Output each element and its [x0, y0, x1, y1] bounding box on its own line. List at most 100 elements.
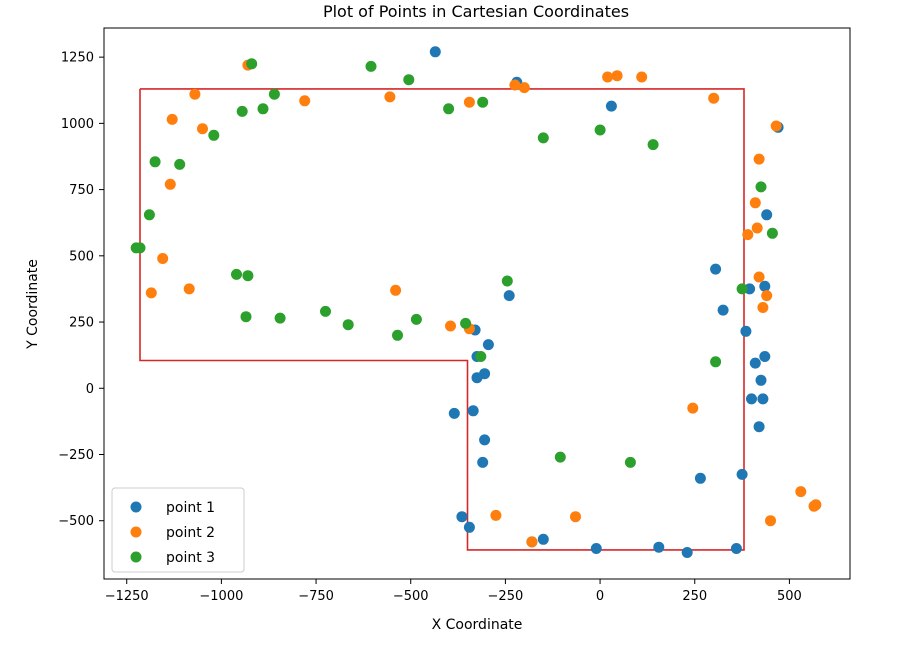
data-point-series-2 — [526, 536, 538, 548]
data-point-series-2 — [742, 229, 754, 241]
data-point-series-3 — [594, 124, 606, 136]
data-point-series-2 — [765, 515, 776, 527]
x-tick-label: −1250 — [105, 589, 149, 604]
data-point-series-2 — [390, 284, 402, 296]
legend-box — [111, 487, 245, 573]
data-point-series-1 — [477, 456, 489, 468]
data-point-series-2 — [183, 283, 195, 295]
y-tick-label: −250 — [58, 448, 94, 463]
data-point-series-1 — [694, 472, 706, 484]
data-point-series-3 — [240, 311, 252, 323]
data-point-series-2 — [751, 222, 763, 234]
data-point-series-2 — [810, 499, 822, 511]
x-axis-label: X Coordinate — [432, 617, 523, 633]
data-point-series-1 — [537, 533, 549, 545]
y-tick-label: 750 — [69, 183, 94, 198]
data-point-series-3 — [736, 283, 748, 295]
data-point-series-3 — [236, 105, 248, 117]
x-tick-label: −1000 — [199, 589, 243, 604]
y-tick-label: 500 — [69, 249, 94, 264]
data-point-series-1 — [749, 357, 761, 369]
data-point-series-3 — [766, 227, 778, 239]
data-point-series-2 — [384, 91, 396, 103]
data-point-series-2 — [299, 95, 311, 107]
data-point-series-2 — [753, 271, 765, 283]
data-point-series-1 — [736, 468, 748, 480]
data-point-series-1 — [456, 511, 468, 523]
data-point-series-3 — [647, 139, 659, 151]
data-point-series-2 — [197, 123, 208, 135]
data-point-series-1 — [448, 407, 460, 419]
data-point-series-3 — [624, 456, 636, 468]
data-point-series-2 — [761, 290, 773, 302]
data-point-series-2 — [509, 79, 521, 91]
x-tick-label: 250 — [682, 589, 707, 604]
y-tick-label: −500 — [58, 514, 94, 529]
data-point-series-2 — [164, 178, 176, 190]
data-point-series-3 — [242, 270, 254, 282]
data-point-series-1 — [759, 351, 771, 362]
data-point-series-3 — [320, 305, 331, 317]
data-point-series-3 — [710, 356, 722, 368]
y-axis-ticks: −500 −250 0 250 500 750 1000 1250 — [58, 51, 104, 529]
data-point-series-1 — [605, 100, 617, 112]
legend-marker-series-2 — [130, 526, 142, 538]
data-point-series-3 — [477, 96, 489, 108]
data-point-series-2 — [189, 88, 201, 100]
data-point-series-2 — [708, 92, 720, 104]
data-point-series-2 — [490, 509, 502, 521]
data-point-series-3 — [443, 103, 455, 115]
plot-frame — [103, 27, 851, 580]
data-point-series-3 — [268, 88, 280, 100]
y-tick-label: 1000 — [61, 117, 94, 132]
data-point-series-2 — [445, 320, 456, 332]
data-point-series-2 — [749, 197, 761, 209]
data-points-layer — [130, 46, 822, 558]
data-point-series-3 — [475, 351, 487, 362]
data-point-series-3 — [460, 317, 472, 329]
legend-label-series-3: point 3 — [166, 550, 215, 566]
data-point-series-1 — [710, 263, 722, 275]
y-tick-label: 1250 — [61, 51, 94, 66]
data-point-series-1 — [753, 421, 765, 433]
data-point-series-1 — [730, 543, 742, 554]
data-point-series-3 — [174, 158, 186, 170]
x-tick-label: −500 — [393, 589, 429, 604]
data-point-series-2 — [602, 71, 614, 83]
data-point-series-2 — [636, 71, 648, 83]
data-point-series-3 — [501, 275, 513, 287]
data-point-series-1 — [717, 304, 729, 316]
boundary-polygon — [139, 88, 745, 551]
data-point-series-1 — [463, 521, 475, 533]
x-tick-label: 500 — [777, 589, 802, 604]
data-point-series-1 — [503, 290, 515, 302]
data-point-series-2 — [770, 120, 782, 132]
data-point-series-3 — [410, 313, 422, 325]
data-point-series-3 — [755, 181, 767, 193]
data-point-series-1 — [467, 405, 479, 417]
data-point-series-2 — [687, 402, 699, 414]
data-point-series-2 — [157, 253, 169, 264]
data-point-series-3 — [554, 451, 566, 463]
data-point-series-2 — [753, 153, 765, 165]
data-point-series-1 — [759, 280, 771, 292]
data-point-series-1 — [757, 393, 769, 405]
data-point-series-3 — [392, 329, 403, 341]
data-point-series-1 — [653, 541, 665, 553]
y-tick-label: 0 — [86, 382, 94, 397]
data-point-series-3 — [246, 58, 258, 70]
legend: point 1 point 2 point 3 — [111, 487, 245, 573]
x-tick-label: 0 — [596, 589, 604, 604]
data-point-series-1 — [761, 209, 773, 221]
data-point-series-3 — [208, 129, 220, 141]
data-point-series-2 — [570, 511, 581, 523]
data-point-series-1 — [479, 434, 491, 446]
legend-marker-series-3 — [130, 551, 142, 563]
y-axis-label: Y Coordinate — [25, 259, 41, 350]
legend-label-series-1: point 1 — [166, 500, 215, 516]
y-tick-label: 250 — [69, 316, 94, 331]
x-tick-label: −750 — [298, 589, 334, 604]
data-point-series-1 — [590, 543, 602, 554]
data-point-series-3 — [143, 209, 155, 221]
